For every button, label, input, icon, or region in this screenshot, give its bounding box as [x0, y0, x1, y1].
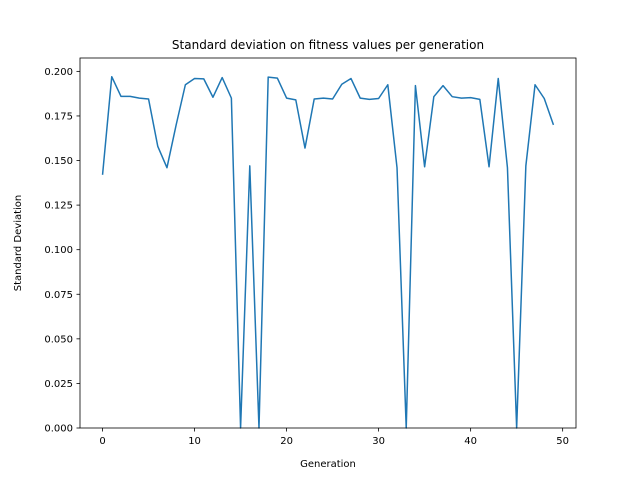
y-tick-label: 0.125: [44, 201, 73, 212]
y-tick-label: 0.175: [44, 111, 73, 122]
x-axis: 0 10 20 30 40 50: [99, 428, 569, 447]
y-tick-label: 0.200: [44, 67, 73, 78]
x-tick-label: 50: [556, 436, 569, 447]
y-axis-label: Standard Deviation: [13, 195, 24, 292]
x-axis-label: Generation: [300, 459, 356, 470]
series-line-0: [101, 75, 555, 429]
y-tick-label: 0.100: [44, 245, 73, 256]
plot-area: [101, 75, 555, 429]
x-tick-label: 10: [188, 436, 201, 447]
x-tick-label: 40: [464, 436, 477, 447]
y-tick-label: 0.025: [44, 379, 73, 390]
y-tick-label: 0.075: [44, 290, 73, 301]
y-tick-label: 0.000: [44, 424, 73, 435]
y-tick-label: 0.150: [44, 156, 73, 167]
y-axis: 0.000 0.025 0.050 0.075 0.100 0.125 0.150 0.175…: [44, 67, 80, 435]
x-tick-label: 0: [99, 436, 105, 447]
y-tick-label: 0.050: [44, 334, 73, 345]
chart-title: Standard deviation on fitness values per…: [172, 38, 484, 52]
plot-frame: [79, 57, 577, 429]
x-tick-label: 30: [372, 436, 385, 447]
x-tick-label: 20: [280, 436, 293, 447]
